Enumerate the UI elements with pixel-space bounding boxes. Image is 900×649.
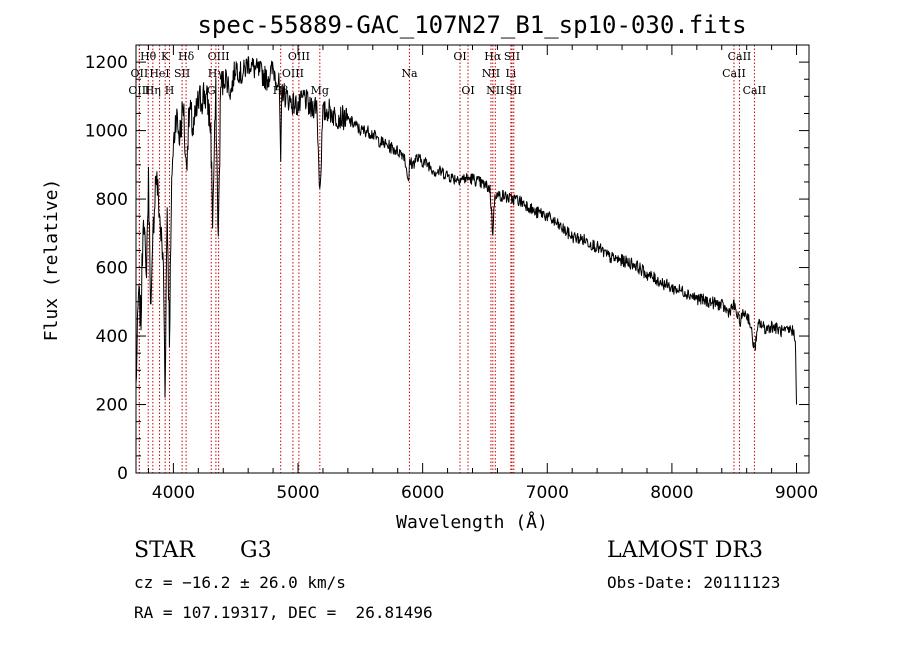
- spectral-line-label: Hγ: [208, 67, 225, 80]
- plot-layer: [135, 56, 797, 405]
- spectral-line-label: OIII: [282, 67, 304, 80]
- plot-frame: [135, 44, 810, 474]
- y-axis-label: Flux (relative): [41, 179, 62, 342]
- spectral-line-label: OI: [453, 50, 466, 63]
- spectral-line-label: NII: [482, 67, 500, 80]
- y-tick-label: 1200: [85, 53, 128, 73]
- x-tick-label: 4000: [152, 483, 195, 503]
- object-subclass: G3: [240, 538, 272, 563]
- spectral-line-label: Li: [505, 67, 516, 80]
- x-tick-label: 8000: [650, 483, 693, 503]
- spectral-line-label: OIII: [128, 84, 150, 97]
- spectral-line-label: Hη: [145, 84, 161, 97]
- spectral-line-label: K: [161, 50, 170, 63]
- axes-layer: 4000 5000 6000 7000 8000 9000 0 200 400 600 800 100…: [85, 44, 818, 503]
- coordinates: RA = 107.19317, DEC = 26.81496: [134, 603, 433, 622]
- spectral-line-label: Hθ: [140, 50, 157, 63]
- x-axis-label: Wavelength (Å): [396, 511, 548, 533]
- spectral-line-label: Hα: [484, 50, 502, 63]
- spectral-line-label: OIII: [288, 50, 310, 63]
- y-tick-label: 400: [96, 327, 128, 347]
- x-tick-label: 6000: [401, 483, 444, 503]
- survey-name: LAMOST DR3: [607, 538, 763, 563]
- y-tick-label: 800: [96, 190, 128, 210]
- redshift-velocity: cz = −16.2 ± 26.0 km/s: [134, 573, 346, 592]
- spectral-line-label: CaII: [728, 50, 752, 63]
- spectral-line-label: CaII: [743, 84, 767, 97]
- observation-date: Obs-Date: 20111123: [607, 573, 781, 592]
- y-tick-label: 600: [96, 259, 128, 279]
- x-tick-label: 5000: [276, 483, 319, 503]
- spectral-line-label: G: [207, 84, 216, 97]
- chart-title: spec-55889-GAC_107N27_B1_sp10-030.fits: [197, 11, 746, 39]
- object-class: STAR: [134, 538, 195, 563]
- y-tick-label: 0: [117, 464, 128, 484]
- spectral-line-label: CaII: [722, 67, 746, 80]
- spectral-line-label: SII: [504, 50, 520, 63]
- spectral-line-label: SII: [506, 84, 522, 97]
- y-tick-label: 200: [96, 396, 128, 416]
- x-tick-label: 7000: [526, 483, 569, 503]
- spectrum-line: [135, 56, 797, 405]
- y-tick-label: 1000: [85, 122, 128, 142]
- x-tick-label: 9000: [775, 483, 818, 503]
- spectral-line-label: SII: [174, 67, 190, 80]
- spectral-line-label: Mg: [311, 84, 329, 97]
- spectral-line-label: OIII: [208, 50, 230, 63]
- spectral-line-label: NII: [486, 84, 504, 97]
- spectral-line-label: Hδ: [178, 50, 195, 63]
- spectral-line-label: OI: [461, 84, 474, 97]
- spectral-line-label: H: [165, 84, 175, 97]
- spectral-line-label: Na: [401, 67, 418, 80]
